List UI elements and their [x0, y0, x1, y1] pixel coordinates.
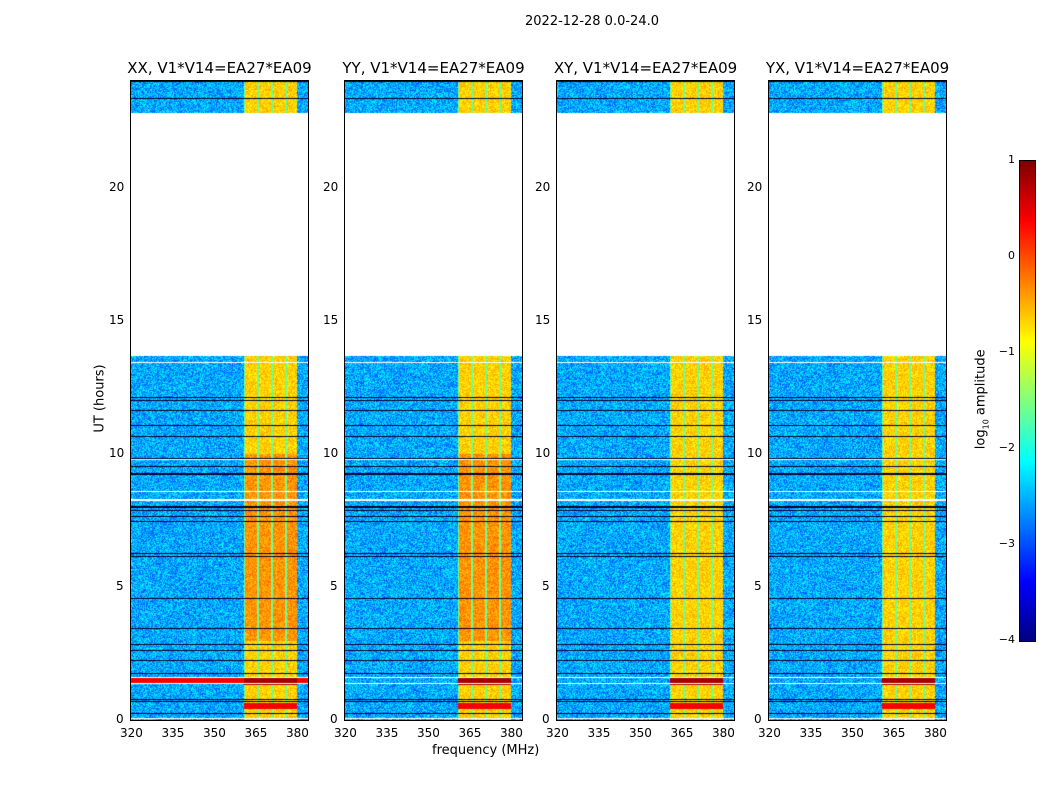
y-tick-label: 0 [330, 712, 338, 726]
colorbar [1019, 160, 1036, 642]
x-tick-label: 380 [923, 726, 947, 740]
colorbar-tick-label: −3 [998, 537, 1015, 550]
heatmap-3 [769, 81, 946, 720]
x-tick-label: 335 [375, 726, 399, 740]
y-tick-label: 15 [535, 312, 551, 327]
y-tick-label: 20 [109, 179, 125, 194]
x-tick-label: 335 [799, 726, 823, 740]
x-tick-label: 320 [334, 726, 357, 740]
x-tick-label: 335 [161, 726, 185, 740]
y-tick-label: 10 [323, 445, 339, 460]
panel-title: YX, V1*V14=EA27*EA09 [765, 59, 950, 77]
panel-0 [130, 80, 309, 721]
x-tick-label: 365 [670, 726, 694, 740]
x-tick-label: 380 [285, 726, 309, 740]
panel-title: YY, V1*V14=EA27*EA09 [342, 59, 525, 77]
x-axis-label: frequency (MHz) [432, 743, 540, 758]
x-tick-label: 365 [244, 726, 268, 740]
y-tick-label: 5 [330, 578, 338, 593]
colorbar-tick-label: −2 [998, 441, 1015, 454]
y-tick-label: 20 [323, 179, 339, 194]
heatmap-1 [345, 81, 522, 720]
heatmap-0 [131, 81, 308, 720]
y-tick-label: 5 [542, 578, 550, 593]
y-tick-label: 20 [747, 179, 763, 194]
figure-title: 2022-12-28 0.0-24.0 [525, 14, 659, 29]
panel-3 [768, 80, 947, 721]
y-axis-label: UT (hours) [92, 364, 108, 433]
y-tick-label: 0 [754, 712, 762, 726]
x-tick-label: 380 [711, 726, 735, 740]
x-tick-label: 320 [120, 726, 143, 740]
panel-2 [556, 80, 735, 721]
colorbar-tick-label: 1 [1008, 153, 1015, 166]
y-tick-label: 10 [535, 445, 551, 460]
y-tick-label: 15 [323, 312, 339, 327]
x-tick-label: 320 [758, 726, 781, 740]
y-tick-label: 5 [116, 578, 124, 593]
panel-title: XY, V1*V14=EA27*EA09 [553, 59, 738, 77]
x-tick-label: 350 [628, 726, 652, 740]
y-tick-label: 0 [116, 712, 124, 726]
x-tick-label: 380 [499, 726, 523, 740]
panel-title: XX, V1*V14=EA27*EA09 [127, 59, 312, 77]
x-tick-label: 365 [882, 726, 906, 740]
y-tick-label: 10 [747, 445, 763, 460]
x-tick-label: 350 [416, 726, 440, 740]
heatmap-2 [557, 81, 734, 720]
colorbar-label: log10 amplitude [973, 349, 991, 450]
y-tick-label: 0 [542, 712, 550, 726]
panel-1 [344, 80, 523, 721]
y-tick-label: 10 [109, 445, 125, 460]
colorbar-gradient [1020, 161, 1035, 641]
y-tick-label: 15 [747, 312, 763, 327]
y-tick-label: 20 [535, 179, 551, 194]
y-tick-label: 5 [754, 578, 762, 593]
colorbar-tick-label: −1 [998, 345, 1015, 358]
x-tick-label: 350 [202, 726, 226, 740]
y-tick-label: 15 [109, 312, 125, 327]
x-tick-label: 335 [587, 726, 611, 740]
colorbar-tick-label: −4 [998, 633, 1015, 646]
x-tick-label: 350 [840, 726, 864, 740]
x-tick-label: 320 [546, 726, 569, 740]
x-tick-label: 365 [458, 726, 482, 740]
colorbar-tick-label: 0 [1008, 249, 1015, 262]
